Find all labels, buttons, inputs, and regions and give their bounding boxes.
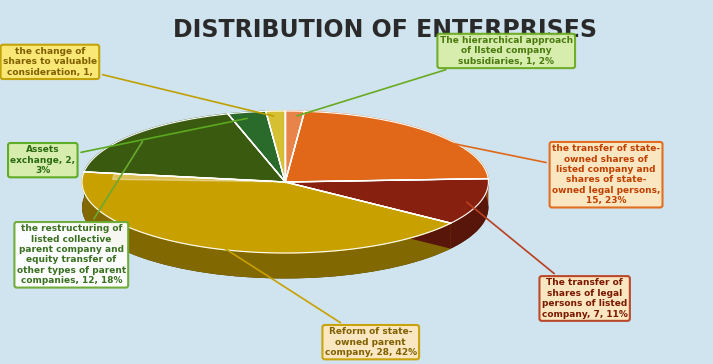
Polygon shape bbox=[285, 179, 488, 223]
Polygon shape bbox=[84, 114, 285, 182]
Polygon shape bbox=[113, 173, 271, 182]
Polygon shape bbox=[285, 182, 451, 249]
Polygon shape bbox=[82, 172, 451, 278]
Text: Reform of state-
owned parent
company, 28, 42%: Reform of state- owned parent company, 2… bbox=[218, 244, 417, 357]
Text: Assets
exchange, 2,
3%: Assets exchange, 2, 3% bbox=[10, 118, 247, 175]
Polygon shape bbox=[304, 111, 488, 204]
Text: the change of
shares to valuable
consideration, 1,: the change of shares to valuable conside… bbox=[3, 47, 274, 116]
Polygon shape bbox=[228, 111, 285, 182]
Text: the transfer of state-
owned shares of
listed company and
shares of state-
owned: the transfer of state- owned shares of l… bbox=[424, 138, 660, 205]
Polygon shape bbox=[84, 114, 228, 197]
Polygon shape bbox=[285, 111, 488, 182]
Text: the restructuring of
listed collective
parent company and
equity transfer of
oth: the restructuring of listed collective p… bbox=[16, 142, 143, 285]
Polygon shape bbox=[285, 182, 451, 249]
Polygon shape bbox=[266, 111, 285, 182]
Polygon shape bbox=[285, 111, 304, 182]
Ellipse shape bbox=[82, 136, 488, 278]
Text: The hierarchical approach
of llsted company
subsidiaries, 1, 2%: The hierarchical approach of llsted comp… bbox=[297, 36, 573, 116]
Polygon shape bbox=[266, 111, 285, 137]
Polygon shape bbox=[228, 111, 266, 139]
Polygon shape bbox=[82, 172, 451, 253]
Text: DISTRIBUTION OF ENTERPRISES: DISTRIBUTION OF ENTERPRISES bbox=[173, 18, 597, 42]
Polygon shape bbox=[451, 179, 488, 249]
Text: The transfer of
shares of legal
persons of listed
company, 7, 11%: The transfer of shares of legal persons … bbox=[467, 202, 627, 318]
Polygon shape bbox=[285, 111, 304, 137]
